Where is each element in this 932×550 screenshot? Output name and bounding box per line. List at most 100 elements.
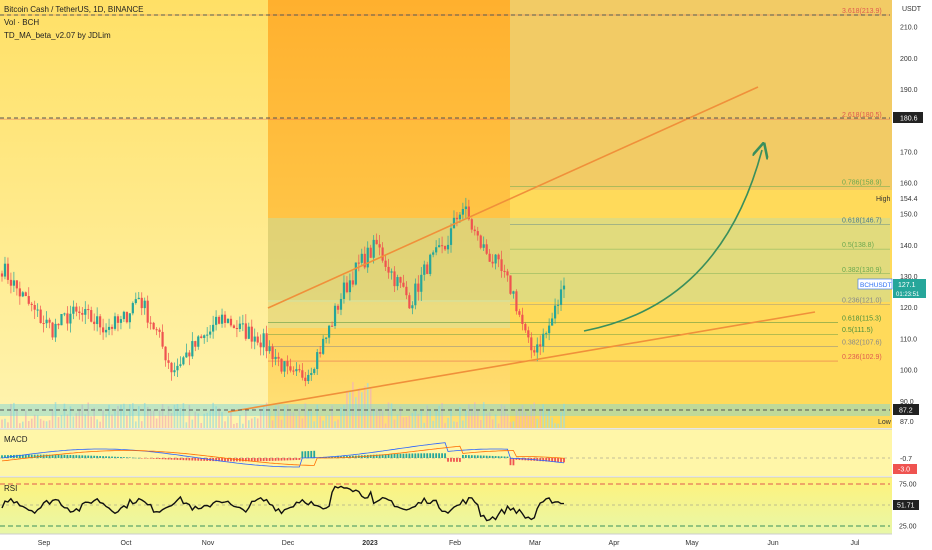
price-axis[interactable]: USDT 210.0200.0190.0180.0170.0160.0150.0… [857, 0, 932, 550]
candle-body[interactable] [99, 316, 102, 328]
candle-body[interactable] [542, 333, 545, 347]
candle-body[interactable] [521, 314, 524, 324]
candle-body[interactable] [559, 289, 563, 305]
candle-body[interactable] [262, 333, 265, 348]
candle-body[interactable] [212, 324, 215, 332]
candle-body[interactable] [393, 271, 396, 287]
candle-body[interactable] [81, 312, 84, 315]
candle-body[interactable] [458, 214, 462, 220]
candle-body[interactable] [188, 352, 191, 357]
candle-body[interactable] [411, 305, 414, 309]
candle-body[interactable] [209, 331, 212, 335]
candle-body[interactable] [78, 311, 81, 313]
candle-body[interactable] [339, 298, 343, 310]
candle-body[interactable] [30, 303, 33, 305]
candle-body[interactable] [482, 244, 485, 248]
wedge-upper-trendline[interactable] [267, 86, 759, 309]
candle-body[interactable] [539, 344, 542, 347]
candle-body[interactable] [206, 334, 209, 336]
candle-body[interactable] [461, 209, 464, 215]
candle-body[interactable] [140, 297, 143, 309]
candle-body[interactable] [102, 327, 105, 333]
candle-body[interactable] [90, 310, 93, 322]
candle-body[interactable] [15, 280, 18, 289]
candle-body[interactable] [497, 254, 500, 260]
candle-body[interactable] [161, 331, 164, 347]
candle-body[interactable] [93, 321, 96, 325]
candle-body[interactable] [405, 286, 408, 296]
candle-body[interactable] [515, 291, 518, 312]
candle-body[interactable] [271, 346, 274, 360]
candle-body[interactable] [256, 336, 259, 343]
candle-body[interactable] [372, 239, 375, 258]
candle-body[interactable] [473, 229, 476, 232]
candle-body[interactable] [399, 277, 402, 283]
candle-body[interactable] [322, 338, 325, 354]
candle-body[interactable] [259, 342, 262, 348]
candle-body[interactable] [283, 361, 286, 372]
candle-body[interactable] [66, 313, 69, 324]
candle-body[interactable] [449, 228, 453, 245]
candle-body[interactable] [51, 322, 54, 338]
candle-body[interactable] [304, 377, 307, 382]
candle-body[interactable] [500, 259, 503, 271]
candle-body[interactable] [0, 273, 4, 277]
candle-body[interactable] [455, 217, 459, 220]
candle-body[interactable] [241, 323, 244, 325]
time-axis[interactable]: Sep Oct Nov Dec 2023 Feb Mar Apr May Jun Jul [0, 533, 932, 550]
candle-body[interactable] [9, 279, 13, 286]
candle-body[interactable] [432, 252, 435, 255]
candle-body[interactable] [250, 326, 253, 342]
candle-body[interactable] [446, 244, 450, 250]
candle-body[interactable] [197, 336, 200, 347]
candle-body[interactable] [146, 300, 149, 323]
candle-body[interactable] [286, 361, 289, 367]
macd-pane[interactable]: MACD -0.7 -3.0 [0, 428, 917, 476]
candle-body[interactable] [330, 325, 334, 327]
candle-body[interactable] [131, 303, 134, 314]
candle-body[interactable] [509, 275, 512, 294]
candle-body[interactable] [438, 245, 441, 248]
candle-body[interactable] [545, 333, 548, 335]
candle-body[interactable] [375, 239, 378, 245]
candle-body[interactable] [48, 319, 51, 323]
candle-body[interactable] [402, 282, 405, 287]
candle-body[interactable] [128, 313, 131, 323]
candle-body[interactable] [562, 285, 566, 290]
candle-body[interactable] [506, 271, 509, 276]
candle-body[interactable] [176, 365, 179, 371]
candle-body[interactable] [122, 311, 126, 320]
candle-body[interactable] [548, 325, 551, 334]
candle-body[interactable] [488, 253, 491, 262]
candle-body[interactable] [137, 297, 140, 300]
candle-body[interactable] [229, 318, 233, 326]
candle-body[interactable] [426, 264, 429, 274]
candle-body[interactable] [348, 280, 352, 293]
candle-body[interactable] [357, 262, 360, 264]
candle-body[interactable] [310, 373, 313, 375]
candle-body[interactable] [119, 319, 123, 323]
candle-body[interactable] [247, 326, 250, 339]
candle-body[interactable] [366, 247, 369, 268]
candle-body[interactable] [194, 341, 197, 347]
candle-body[interactable] [116, 316, 120, 323]
candle-body[interactable] [253, 336, 256, 342]
candle-body[interactable] [21, 292, 24, 297]
candle-body[interactable] [530, 337, 533, 351]
candle-body[interactable] [223, 314, 227, 323]
candle-body[interactable] [107, 326, 111, 330]
candle-body[interactable] [435, 247, 438, 253]
candle-body[interactable] [45, 319, 48, 324]
candle-body[interactable] [3, 263, 7, 277]
candle-body[interactable] [72, 306, 75, 314]
candle-body[interactable] [551, 318, 554, 326]
candle-body[interactable] [191, 341, 194, 357]
candle-body[interactable] [87, 309, 90, 311]
candle-body[interactable] [226, 318, 230, 323]
candle-body[interactable] [60, 313, 63, 326]
candle-body[interactable] [298, 369, 301, 371]
candle-body[interactable] [470, 219, 473, 230]
candle-body[interactable] [113, 316, 117, 329]
candle-body[interactable] [110, 326, 114, 329]
